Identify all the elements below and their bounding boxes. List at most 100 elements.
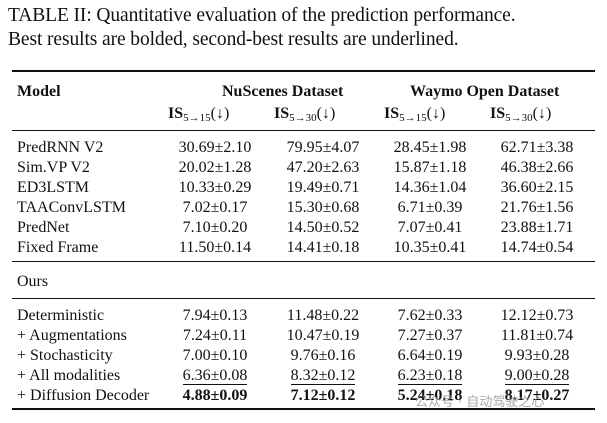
cell-value: 46.38±2.66 [500, 159, 574, 176]
table-cell: 10.33±0.29 [163, 178, 267, 197]
cell-value: 7.94±0.13 [182, 307, 248, 324]
cell-value: 7.07±0.41 [397, 219, 463, 236]
table-cell: 8.17±0.27 [485, 386, 589, 405]
metric-sub: 5→30 [505, 112, 533, 124]
cell-value: 23.88±1.71 [500, 219, 574, 236]
table-cell: 7.02±0.17 [163, 198, 267, 217]
row-model-label: + Stochasticity [17, 347, 113, 364]
row-model-label: + Diffusion Decoder [17, 387, 150, 404]
table-cell: 30.69±2.10 [163, 138, 267, 157]
table-cell: 6.36±0.08 [163, 366, 267, 385]
cell-value: 7.62±0.33 [397, 307, 463, 324]
table-cell: 9.76±0.16 [271, 346, 375, 365]
cell-value: 11.81±0.74 [500, 327, 574, 344]
table-cell: 7.10±0.20 [163, 218, 267, 237]
metric-base: IS [168, 105, 184, 122]
header-dataset-waymo: Waymo Open Dataset [410, 83, 560, 100]
row-model-label: + Augmentations [17, 327, 127, 344]
cell-value: 19.49±0.71 [286, 179, 360, 196]
header-metric-3: IS5→15(↓) [384, 104, 445, 128]
table-cell: 9.00±0.28 [485, 366, 589, 385]
table-cell: 10.35±0.41 [378, 238, 482, 257]
watermark: 公众号 · 自动驾驶之心 [415, 395, 545, 410]
row-model-label: ED3LSTM [17, 179, 89, 196]
table-cell: 7.27±0.37 [378, 326, 482, 345]
row-model-label: PredNet [17, 219, 70, 236]
table-cell: 5.24±0.18 [378, 386, 482, 405]
table-cell: 11.48±0.22 [271, 306, 375, 325]
cell-value: 9.76±0.16 [290, 347, 356, 364]
cell-value: 21.76±1.56 [500, 199, 574, 216]
ours-rule [12, 298, 595, 299]
cell-value: 20.02±1.28 [178, 159, 252, 176]
row-model-label: + All modalities [17, 367, 121, 384]
row-model-label: TAAConvLSTM [17, 199, 126, 216]
header-rule [12, 130, 595, 131]
header-model: Model [17, 83, 61, 100]
cell-value: 6.64±0.19 [397, 347, 463, 364]
table-cell: 7.00±0.10 [163, 346, 267, 365]
table-cell: 10.47±0.19 [271, 326, 375, 345]
cell-value: 11.50±0.14 [178, 239, 252, 256]
table-cell: 14.50±0.52 [271, 218, 375, 237]
cell-value: 7.10±0.20 [182, 219, 248, 236]
table-cell: 47.20±2.63 [271, 158, 375, 177]
cell-value: 12.12±0.73 [500, 307, 574, 324]
cell-value: 4.88±0.09 [182, 387, 248, 404]
cell-value: 7.12±0.12 [290, 387, 356, 404]
cell-value: 30.69±2.10 [178, 139, 252, 156]
header-metric-2: IS5→30(↓) [274, 104, 335, 128]
table-cell: 4.88±0.09 [163, 386, 267, 405]
table-cell: 7.12±0.12 [271, 386, 375, 405]
table-cell: 14.41±0.18 [271, 238, 375, 257]
metric-base: IS [384, 105, 400, 122]
table-cell: 19.49±0.71 [271, 178, 375, 197]
metric-arrow: (↓) [210, 105, 230, 122]
table-cell: 15.30±0.68 [271, 198, 375, 217]
table-cell: 7.62±0.33 [378, 306, 482, 325]
cell-value: 14.36±1.04 [393, 179, 467, 196]
cell-value: 6.23±0.18 [397, 367, 463, 385]
cell-value: 36.60±2.15 [500, 179, 574, 196]
metric-arrow: (↓) [532, 105, 552, 122]
cell-value: 7.24±0.11 [182, 327, 248, 344]
table-cell: 46.38±2.66 [485, 158, 589, 177]
cell-value: 14.74±0.54 [500, 239, 574, 256]
cell-value: 8.32±0.12 [290, 367, 356, 385]
cell-value: 79.95±4.07 [286, 139, 360, 156]
cell-value: 5.24±0.18 [397, 387, 463, 404]
cell-value: 10.35±0.41 [393, 239, 467, 256]
table-cell: 7.24±0.11 [163, 326, 267, 345]
header-dataset-nuscenes: NuScenes Dataset [222, 83, 344, 100]
baseline-bottom-rule [12, 261, 595, 262]
table-cell: 6.71±0.39 [378, 198, 482, 217]
cell-value: 7.27±0.37 [397, 327, 463, 344]
header-metric-4: IS5→30(↓) [490, 104, 551, 128]
table-cell: 7.07±0.41 [378, 218, 482, 237]
metric-sub: 5→30 [289, 112, 317, 124]
table-cell: 15.87±1.18 [378, 158, 482, 177]
table-cell: 14.36±1.04 [378, 178, 482, 197]
cell-value: 7.00±0.10 [182, 347, 248, 364]
table-cell: 6.23±0.18 [378, 366, 482, 385]
cell-value: 14.41±0.18 [286, 239, 360, 256]
cell-value: 28.45±1.98 [393, 139, 467, 156]
cell-value: 10.33±0.29 [178, 179, 252, 196]
cell-value: 6.36±0.08 [182, 367, 248, 385]
metric-sub: 5→15 [183, 112, 211, 124]
row-model-label: Sim.VP V2 [17, 159, 90, 176]
cell-value: 8.17±0.27 [504, 387, 570, 404]
cell-value: 62.71±3.38 [500, 139, 574, 156]
table-cell: 36.60±2.15 [485, 178, 589, 197]
metric-base: IS [490, 105, 506, 122]
table-cell: 6.64±0.19 [378, 346, 482, 365]
table-cell: 12.12±0.73 [485, 306, 589, 325]
table-cell: 28.45±1.98 [378, 138, 482, 157]
table-cell: 79.95±4.07 [271, 138, 375, 157]
table-cell: 21.76±1.56 [485, 198, 589, 217]
table-cell: 11.81±0.74 [485, 326, 589, 345]
cell-value: 15.87±1.18 [393, 159, 467, 176]
cell-value: 15.30±0.68 [286, 199, 360, 216]
cell-value: 11.48±0.22 [286, 307, 360, 324]
ours-label: Ours [17, 273, 49, 290]
